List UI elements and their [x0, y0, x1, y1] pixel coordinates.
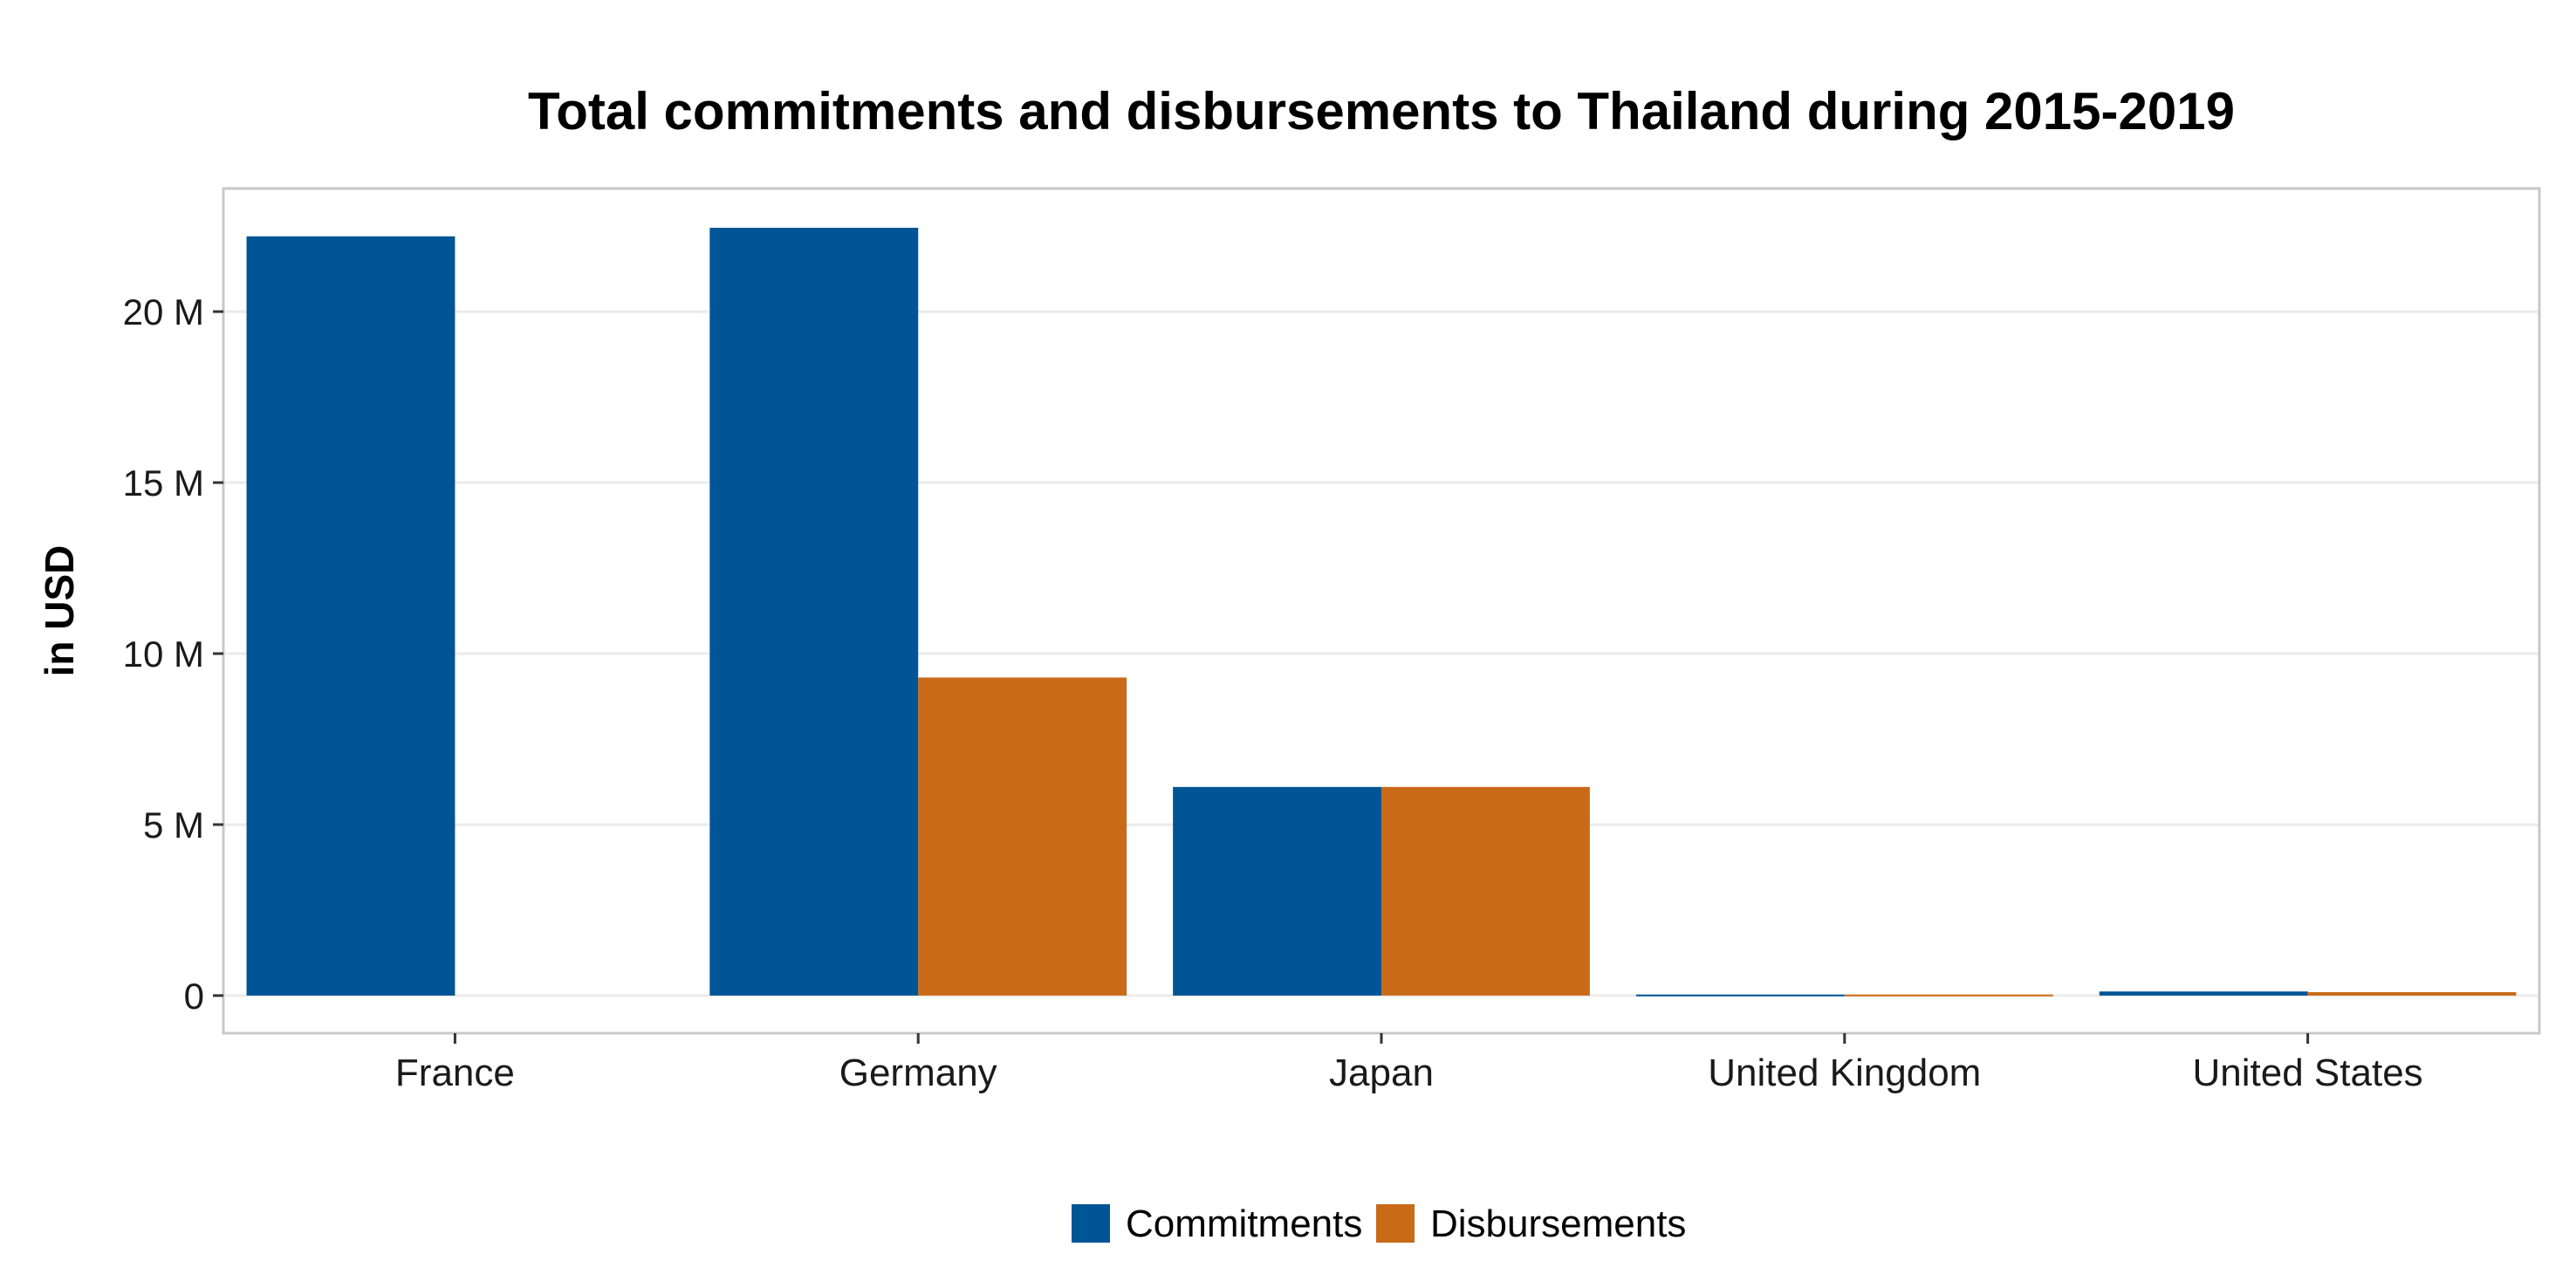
legend-key-disbursements: [1376, 1204, 1415, 1243]
x-tick-label: France: [395, 1052, 515, 1094]
x-tick-label: Germany: [839, 1052, 997, 1094]
y-axis: 0 5 M 10 M 15 M 20 M: [123, 291, 223, 1017]
bar-disbursements-united-states: [2307, 991, 2517, 996]
bar-commitments-united-kingdom: [1635, 994, 1845, 997]
bar-commitments-germany: [709, 228, 919, 996]
y-tick-label: 20 M: [123, 291, 204, 332]
chart-title: Total commitments and disbursements to T…: [528, 82, 2235, 140]
legend-label: Disbursements: [1430, 1202, 1686, 1245]
bar-disbursements-united-kingdom: [1844, 994, 2053, 997]
bar-commitments-france: [246, 236, 456, 996]
y-axis-title: in USD: [37, 545, 82, 677]
x-tick-label: United Kingdom: [1708, 1052, 1981, 1094]
y-tick-label: 15 M: [123, 462, 204, 504]
x-axis: France Germany Japan United Kingdom United S…: [395, 1033, 2423, 1094]
x-tick-label: United States: [2193, 1052, 2423, 1094]
bar-disbursements-germany: [918, 677, 1127, 996]
bars: [246, 228, 2517, 997]
bar-disbursements-japan: [1381, 786, 1590, 996]
y-tick-label: 0: [184, 976, 204, 1017]
y-tick-label: 5 M: [143, 805, 204, 846]
legend: Commitments Disbursements: [1072, 1202, 1686, 1245]
legend-key-commitments: [1072, 1204, 1110, 1243]
legend-label: Commitments: [1126, 1202, 1362, 1245]
bar-commitments-united-states: [2099, 991, 2308, 996]
bar-commitments-japan: [1173, 786, 1381, 996]
x-tick-label: Japan: [1329, 1052, 1434, 1094]
y-tick-label: 10 M: [123, 634, 204, 675]
